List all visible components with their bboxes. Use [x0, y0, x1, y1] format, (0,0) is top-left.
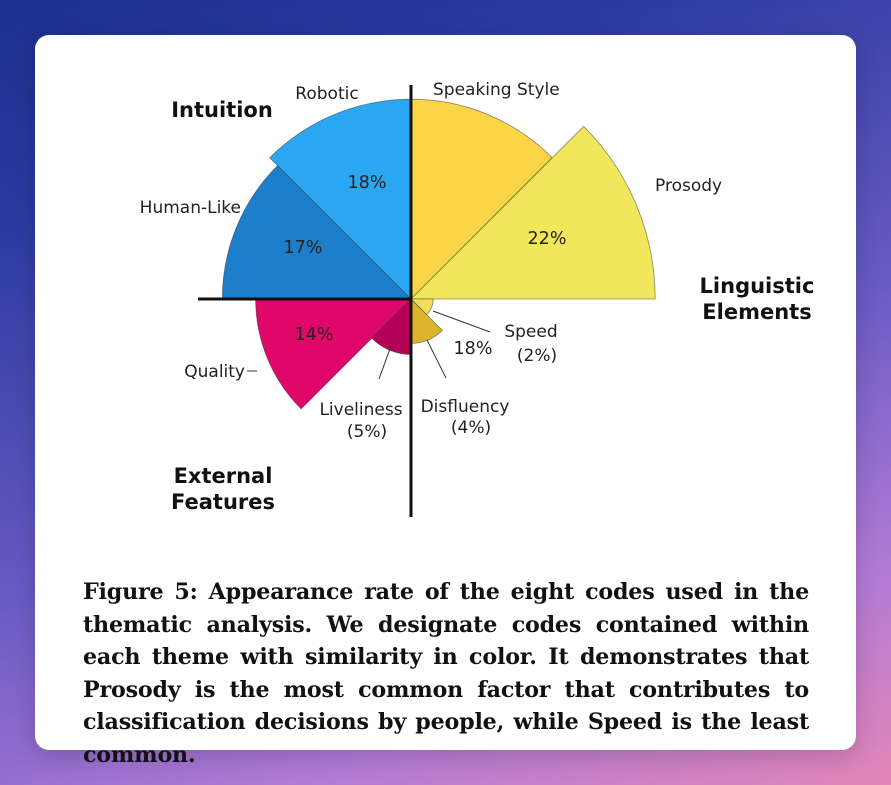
slice-quality: [255, 298, 412, 410]
polar-area-chart: Speaking Style 18% Prosody 22% Speed (2%) Disf…: [140, 80, 815, 517]
theme-title-linguistic-elements: Linguistic: [700, 274, 815, 298]
slice-name-speed: Speed: [504, 322, 557, 342]
theme-title-external-features: External: [174, 464, 273, 488]
data-label-prosody: 22%: [528, 229, 567, 249]
slice-speaking-style: [410, 98, 553, 300]
theme-title-intuition: Intuition: [171, 98, 273, 122]
slice-name-disfluency: Disfluency: [421, 397, 510, 417]
slice-human-like: [221, 165, 412, 300]
data-label-disfluency: (4%): [451, 418, 491, 438]
data-label-speaking-style: 18%: [454, 339, 493, 359]
slice-robotic: [269, 98, 412, 300]
theme-title-external-features: Features: [171, 490, 275, 514]
slice-name-robotic: Robotic: [295, 84, 358, 104]
slice-name-liveliness: Liveliness: [319, 400, 402, 420]
slice-prosody: [410, 125, 656, 300]
leader-line-disfluency: [426, 339, 447, 379]
figure-caption: Figure 5: Appearance rate of the eight c…: [83, 579, 809, 768]
data-label-speed: (2%): [517, 346, 557, 366]
slice-name-prosody: Prosody: [655, 176, 722, 196]
slice-name-human-like: Human-Like: [140, 198, 241, 218]
figure-card: Speaking Style 18% Prosody 22% Speed (2%) Disf…: [35, 35, 856, 768]
leader-line-speed: [432, 310, 491, 333]
data-label-quality: 14%: [295, 325, 334, 345]
data-label-robotic: 18%: [348, 173, 387, 193]
leader-line-liveliness: [378, 345, 392, 380]
data-label-liveliness: (5%): [347, 422, 387, 442]
slice-name-speaking-style: Speaking Style: [433, 80, 560, 100]
data-label-human-like: 17%: [284, 238, 323, 258]
theme-title-linguistic-elements: Elements: [702, 300, 811, 324]
slice-name-quality: Quality: [184, 362, 245, 382]
